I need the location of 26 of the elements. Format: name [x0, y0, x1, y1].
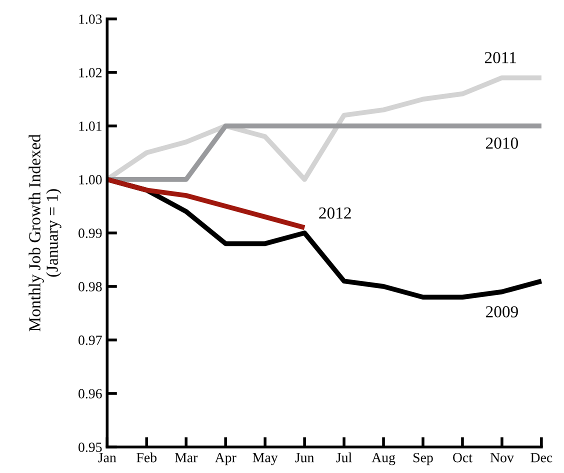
y-tick-label: 0.97: [78, 336, 102, 345]
y-tick-label: 1.03: [79, 14, 102, 24]
x-tick-label: Oct: [453, 452, 472, 462]
y-tick-label: 0.98: [78, 282, 102, 292]
series-label: 2012: [319, 207, 351, 219]
y-tick-label: 0.96: [78, 389, 102, 398]
y-tick-label: 0.95: [78, 442, 102, 452]
x-tick-label: Mar: [174, 453, 198, 462]
y-axis-title: Monthly Job Growth Indexed (January = 1): [28, 134, 62, 332]
x-tick-label: Sep: [414, 452, 433, 466]
x-tick-label: Apr: [214, 453, 236, 466]
series-label: 2009: [486, 306, 518, 318]
y-tick-label: 1.02: [79, 68, 102, 78]
x-tick-label: May: [252, 453, 278, 466]
y-tick-label: 1.00: [79, 175, 102, 184]
x-tick-label: Dec: [530, 453, 552, 462]
x-tick-label: Aug: [372, 452, 396, 466]
y-tick-label: 0.99: [78, 228, 102, 238]
x-tick-label: Nov: [490, 453, 514, 462]
y-tick-label: 1.01: [79, 122, 102, 131]
x-tick-label: Feb: [136, 452, 157, 462]
series-label: 2010: [486, 138, 518, 149]
x-tick-label: Jun: [295, 453, 314, 462]
x-tick-label: Jul: [336, 452, 352, 462]
series-label: 2011: [484, 52, 516, 64]
x-tick-label: Jan: [98, 453, 116, 462]
